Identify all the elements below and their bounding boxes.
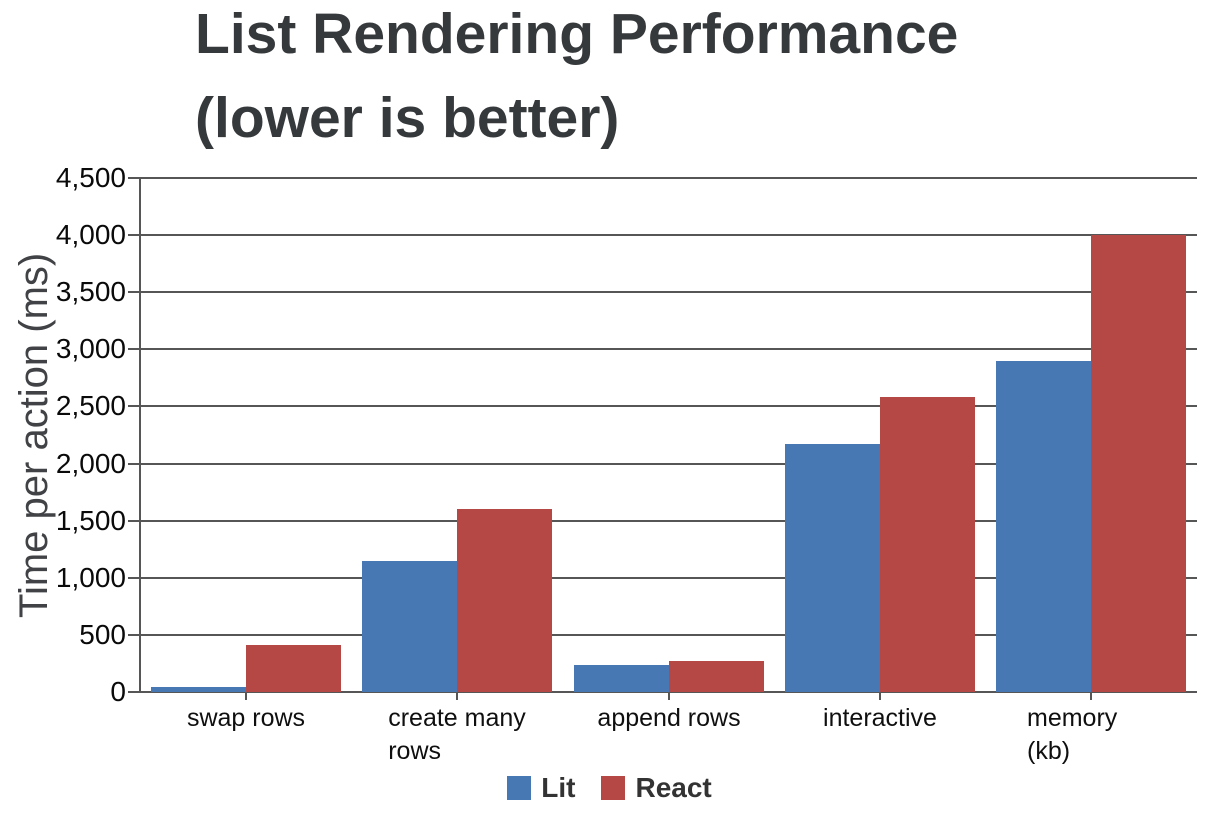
bar-lit-swap-rows — [151, 687, 246, 692]
gridline — [128, 291, 1197, 293]
y-tick-label: 3,500 — [55, 276, 126, 307]
y-tick-label: 4,500 — [55, 162, 126, 193]
legend-swatch-react — [601, 776, 626, 800]
gridline — [128, 405, 1197, 407]
x-axis-label-memory-kb: memory (kb) — [1027, 704, 1118, 765]
y-axis-line — [139, 178, 141, 693]
gridline — [128, 634, 1197, 636]
y-tick-label: 1,000 — [55, 562, 126, 593]
gridline — [128, 348, 1197, 350]
x-axis-label-append-rows: append rows — [597, 704, 741, 732]
legend-item-lit: Lit — [507, 772, 575, 804]
y-tick-label: 3,000 — [55, 333, 126, 364]
legend-label-lit: Lit — [541, 772, 576, 803]
bar-react-swap-rows — [246, 645, 341, 692]
gridline — [128, 177, 1197, 179]
x-axis-tick — [668, 692, 670, 700]
legend-swatch-lit — [507, 776, 532, 800]
bar-lit-append-rows — [574, 664, 669, 692]
y-tick-label: 2,000 — [55, 448, 126, 479]
y-tick-label: 2,500 — [55, 390, 126, 421]
x-axis-label-create-many-rows: create many rows — [388, 704, 526, 765]
y-tick-label: 4,000 — [55, 219, 126, 250]
x-axis-tick — [1090, 692, 1092, 700]
x-axis-label-interactive: interactive — [823, 704, 937, 732]
gridline — [128, 520, 1197, 522]
chart-title: List Rendering Performance (lower is bet… — [195, 2, 959, 150]
y-tick-label: 0 — [110, 676, 126, 707]
bar-react-interactive — [880, 397, 975, 692]
legend-label-react: React — [635, 772, 712, 803]
bar-react-append-rows — [669, 660, 764, 692]
gridline — [128, 234, 1197, 236]
legend: Lit React — [0, 772, 1219, 804]
y-tick-label: 500 — [79, 619, 126, 650]
x-axis-tick — [456, 692, 458, 700]
x-axis-label-swap-rows: swap rows — [186, 704, 306, 732]
gridline — [128, 463, 1197, 465]
x-axis-baseline — [128, 691, 1197, 693]
legend-item-react: React — [601, 772, 712, 804]
x-axis-tick — [245, 692, 247, 700]
y-tick-label: 1,500 — [55, 505, 126, 536]
gridline — [128, 577, 1197, 579]
bar-lit-interactive — [785, 443, 880, 692]
bar-lit-memory-kb — [996, 360, 1091, 692]
bar-lit-create-many-rows — [362, 560, 457, 692]
bar-react-memory-kb — [1091, 235, 1186, 692]
bar-react-create-many-rows — [457, 509, 552, 692]
x-axis-tick — [879, 692, 881, 700]
